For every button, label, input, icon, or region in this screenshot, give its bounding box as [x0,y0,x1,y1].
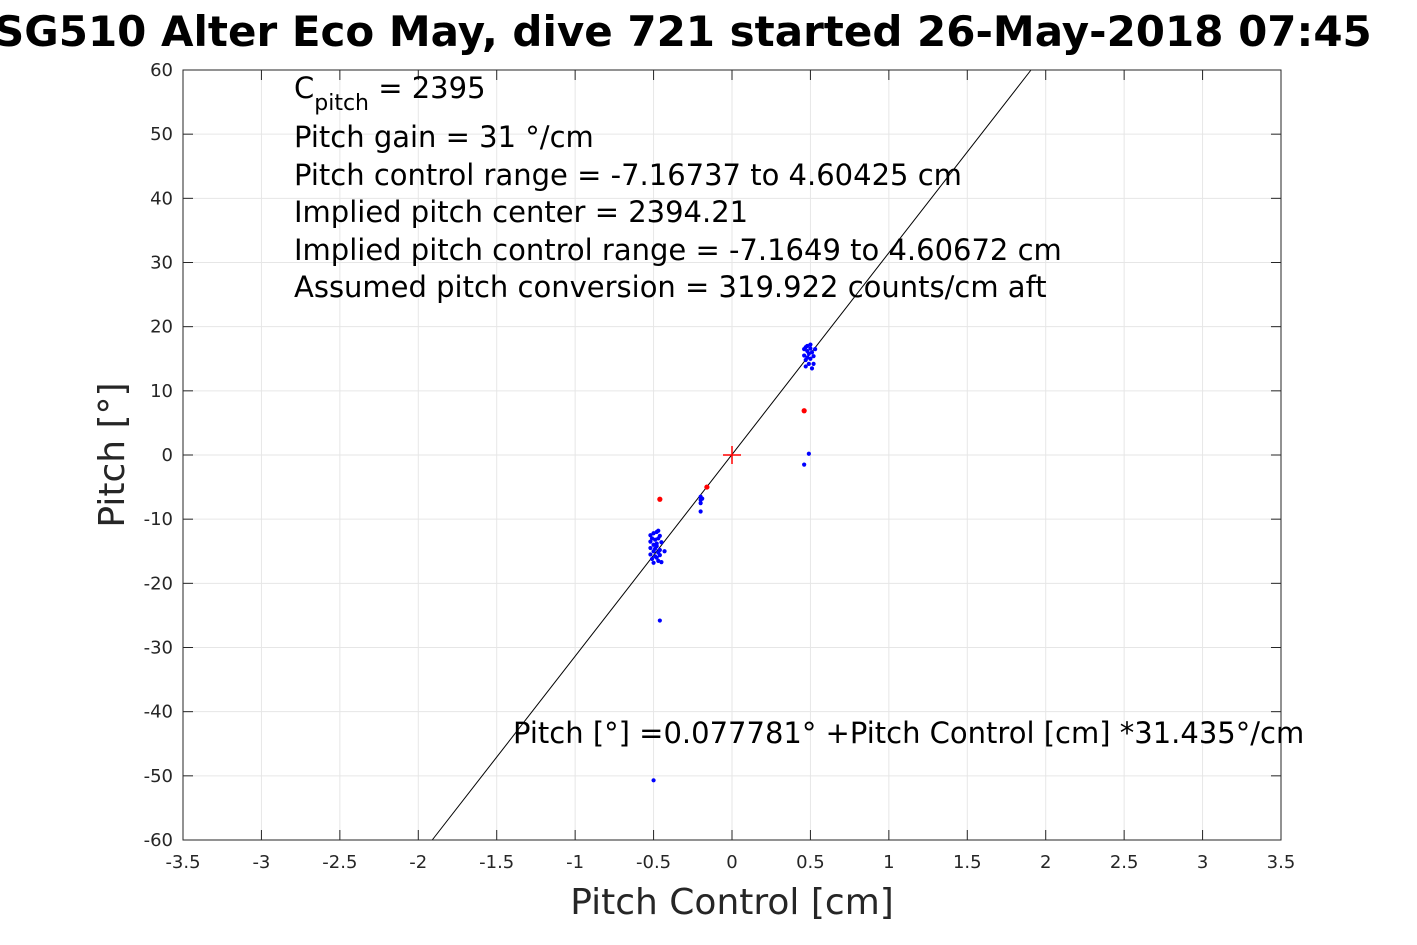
data-point [811,361,816,366]
annotation-pitch-gain: Pitch gain = 31 °/cm [294,120,594,154]
y-tick-label: 0 [162,445,173,466]
y-tick-label: -60 [144,830,173,851]
x-tick-labels: -3.5 -3 -2.5 -2 -1.5 -1 -0.5 0 0.5 1 1.5 2 2.5 3 3.5 [165,852,1295,873]
data-point [808,356,813,361]
data-point [648,552,653,557]
x-tick-label: -1.5 [479,852,514,873]
y-tick-label: 30 [150,253,173,274]
x-tick-label: 3.5 [1267,852,1296,873]
y-tick-label: -20 [144,573,173,594]
data-point [648,533,653,538]
y-tick-labels: -60 -50 -40 -30 -20 -10 0 10 20 30 40 50 60 [144,60,173,851]
data-point [805,355,810,360]
annotation-conversion: Assumed pitch conversion = 319.922 count… [294,270,1047,304]
data-point [653,537,658,542]
data-point [648,539,653,544]
y-tick-label: 40 [150,188,173,209]
x-tick-label: -2 [409,852,427,873]
x-tick-label: -3.5 [165,852,200,873]
x-tick-label: 1.5 [953,852,982,873]
cpitch-value: = 2395 [369,71,486,105]
data-point [651,778,656,783]
data-point [657,618,662,623]
data-point [651,542,656,547]
x-tick-label: -0.5 [636,852,671,873]
data-point [656,528,661,533]
annotation-cpitch: Cpitch = 2395 [294,71,486,116]
x-tick-label: 1 [883,852,894,873]
data-point [803,364,808,369]
data-point [649,556,655,562]
x-tick-label: 0.5 [796,852,825,873]
x-tick-label: -1 [566,852,584,873]
annotation-implied-center: Implied pitch center = 2394.21 [294,195,748,229]
y-tick-label: -10 [144,509,173,530]
cpitch-main: C [294,71,314,105]
data-point [657,547,662,553]
annotation-control-range: Pitch control range = -7.16737 to 4.6042… [294,158,962,192]
data-point [813,347,818,352]
data-point [806,361,811,366]
data-point [653,546,658,551]
data-point [698,501,703,506]
center-marker [723,446,741,464]
data-point [698,509,703,514]
data-point [657,496,663,502]
data-point [657,553,662,558]
x-tick-label: 2 [1040,852,1051,873]
data-point [805,343,810,349]
cpitch-subscript: pitch [314,91,369,116]
data-point [802,462,807,467]
y-axis-label: Pitch [°] [92,382,133,527]
y-tick-label: 50 [150,124,173,145]
y-tick-label: 20 [150,317,173,338]
axis-ticks [182,69,1282,841]
data-point [654,541,659,546]
x-tick-label: 3 [1197,852,1208,873]
data-point [808,342,813,347]
y-tick-label: 10 [150,381,173,402]
data-point [700,496,705,501]
data-point [657,533,662,538]
grid-lines [182,69,1282,841]
data-point [649,536,655,541]
data-point [801,408,807,414]
data-points [648,342,818,783]
annotation-implied-range: Implied pitch control range = -7.1649 to… [294,233,1062,267]
y-tick-label: -40 [144,702,173,723]
data-point [648,545,653,551]
data-point [704,484,710,490]
x-tick-label: -2.5 [322,852,357,873]
data-point [806,351,811,356]
data-point [656,558,661,563]
data-point [662,549,667,554]
data-point [808,346,813,351]
data-point [651,560,656,565]
data-point [802,353,807,358]
data-point [651,531,656,536]
y-tick-label: -50 [144,766,173,787]
data-point [659,560,664,565]
chart-title: SG510 Alter Eco May, dive 721 started 26… [0,7,1372,56]
x-tick-label: 2.5 [1110,852,1139,873]
data-point [659,540,664,545]
x-tick-label: 0 [726,852,737,873]
y-tick-label: -30 [144,638,173,659]
data-point [806,451,811,456]
x-axis-label: Pitch Control [cm] [570,882,894,923]
data-point [811,354,816,359]
x-tick-label: -3 [252,852,270,873]
data-point [809,366,815,371]
data-point [654,555,659,560]
data-point [809,350,815,355]
annotation-fit-equation: Pitch [°] =0.077781° +Pitch Control [cm]… [513,716,1304,750]
y-tick-label: 60 [150,60,173,81]
